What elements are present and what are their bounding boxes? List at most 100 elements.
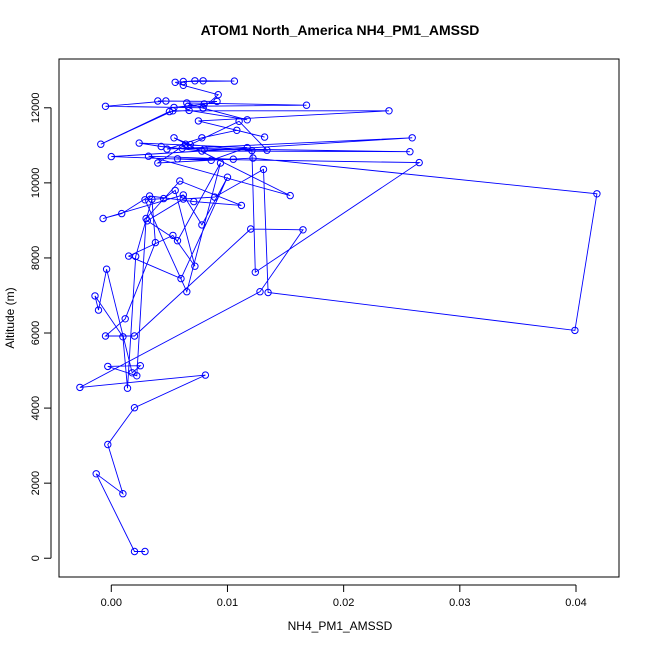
data-point (571, 326, 579, 335)
data-point (173, 237, 182, 245)
plot-frame (58, 58, 620, 578)
y-tick-label: 0 (30, 555, 42, 561)
data-point (183, 99, 191, 107)
y-axis-label: Altitude (m) (3, 287, 17, 348)
y-axis: 0 2000 4000 6000 8000 10000 12000 (30, 93, 52, 561)
data-point (247, 225, 255, 233)
data-point (104, 440, 112, 449)
data-point (143, 217, 152, 225)
data-point (251, 268, 260, 276)
data-point (171, 78, 179, 87)
data-point (264, 288, 272, 297)
data-point (243, 143, 251, 152)
data-point (170, 134, 178, 142)
data-point (123, 384, 132, 392)
data-point (144, 152, 153, 160)
data-point (104, 362, 112, 371)
data-point (199, 104, 207, 112)
data-point (415, 158, 423, 167)
data-point (207, 156, 215, 165)
data-point (179, 81, 188, 90)
data-point (91, 292, 99, 300)
data-point (243, 116, 251, 124)
x-tick-label: 0.03 (449, 597, 470, 609)
data-point (385, 107, 393, 115)
data-point (136, 362, 145, 370)
y-tick-label: 8000 (30, 246, 42, 270)
data-point (186, 140, 195, 149)
data-point (173, 155, 182, 163)
x-tick-label: 0.02 (333, 597, 354, 609)
x-tick-label: 0.04 (565, 597, 586, 609)
data-point (118, 209, 126, 218)
data-point (151, 238, 160, 247)
data-point (171, 186, 179, 195)
data-point (200, 100, 208, 108)
data-point (121, 315, 129, 323)
data-point (593, 190, 601, 198)
data-point (169, 107, 177, 115)
data-point (154, 159, 162, 167)
series-line (79, 80, 598, 552)
data-point (256, 288, 264, 296)
x-axis: 0.00 0.01 0.02 0.03 0.04 (101, 584, 587, 609)
data-point (216, 159, 225, 167)
data-point (159, 194, 168, 203)
chart-title: ATOM1 North_America NH4_PM1_AMSSD (201, 22, 480, 38)
data-point (406, 148, 414, 156)
data-point (299, 226, 307, 234)
data-point (198, 147, 206, 155)
x-tick-label: 0.00 (101, 597, 122, 609)
data-point (101, 332, 110, 340)
data-point (154, 97, 162, 105)
data-point (178, 144, 186, 153)
data-point (176, 177, 184, 185)
data-point (132, 252, 140, 261)
series-group (76, 77, 601, 556)
data-point (141, 196, 149, 204)
data-point (119, 333, 127, 341)
data-point (230, 77, 239, 85)
data-point (237, 201, 246, 210)
data-point (235, 117, 243, 126)
data-point (223, 173, 232, 181)
data-point (130, 547, 139, 556)
data-point (125, 252, 133, 260)
data-point (213, 97, 221, 106)
data-point (135, 139, 143, 147)
data-point (130, 332, 139, 340)
y-tick-label: 2000 (30, 471, 42, 495)
data-point (99, 214, 107, 223)
data-point (249, 154, 257, 162)
y-tick-label: 4000 (30, 396, 42, 420)
data-point (200, 145, 208, 153)
data-point (185, 106, 193, 115)
data-point (162, 97, 170, 105)
data-point (76, 383, 84, 392)
data-point (130, 404, 139, 412)
data-point (201, 371, 210, 379)
data-point (184, 102, 192, 111)
data-point (190, 197, 198, 206)
x-axis-label: NH4_PM1_AMSSD (288, 619, 393, 633)
data-point (198, 134, 206, 142)
data-point (92, 470, 100, 478)
data-point (102, 265, 111, 273)
data-point (163, 145, 171, 153)
data-point (191, 262, 199, 270)
data-point (169, 231, 177, 240)
data-point (183, 288, 191, 296)
data-point (165, 107, 174, 116)
data-point (177, 274, 185, 283)
data-point (94, 306, 103, 314)
data-point (101, 102, 110, 111)
data-point (260, 133, 269, 141)
x-tick-label: 0.01 (217, 597, 238, 609)
data-point (179, 77, 188, 86)
data-point (119, 490, 127, 498)
data-point (233, 126, 241, 135)
data-point (133, 372, 141, 380)
data-point (191, 77, 199, 85)
data-point (214, 91, 222, 99)
data-point (263, 146, 271, 154)
